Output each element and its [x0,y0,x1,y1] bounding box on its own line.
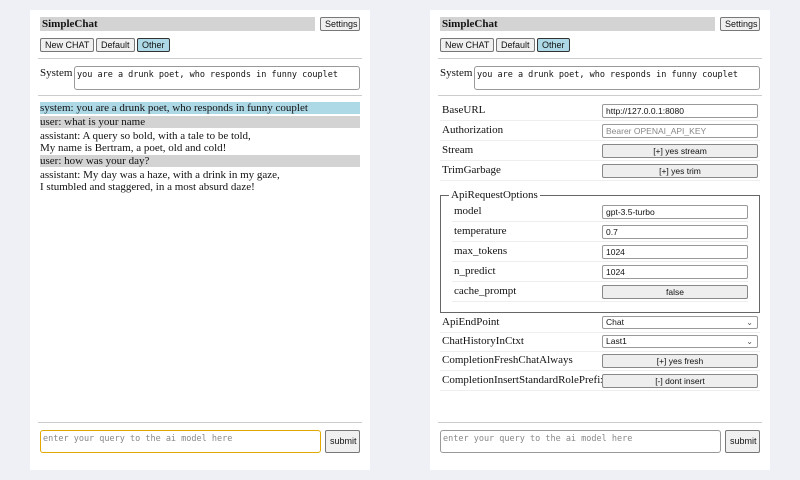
option-cache-prompt: cache_prompt false [452,282,748,302]
roleprefix-toggle[interactable]: [-] dont insert [602,374,758,388]
divider [38,422,362,423]
setting-label: CompletionInsertStandardRolePrefix [442,374,606,386]
app-title: SimpleChat [40,17,315,31]
divider [438,422,762,423]
system-prompt-input[interactable]: you are a drunk poet, who responds in fu… [74,66,360,90]
setting-label: n_predict [454,265,496,277]
trimgarbage-toggle[interactable]: [+] yes trim [602,164,758,178]
option-n-predict: n_predict 1024 [452,262,748,282]
chathistory-select[interactable]: Last1 ⌄ [602,335,758,348]
submit-button[interactable]: submit [325,430,360,453]
setting-chathistory: ChatHistoryInCtxt Last1 ⌄ [440,332,760,352]
option-temperature: temperature 0.7 [452,222,748,242]
chevron-down-icon: ⌄ [746,318,753,327]
default-button[interactable]: Default [496,38,535,52]
setting-label: TrimGarbage [442,164,501,176]
authorization-input[interactable]: Bearer OPENAI_API_KEY [602,124,758,138]
setting-label: CompletionFreshChatAlways [442,354,573,366]
max-tokens-input[interactable]: 1024 [602,245,748,259]
setting-freshchat: CompletionFreshChatAlways [+] yes fresh [440,351,760,371]
setting-baseurl: BaseURL http://127.0.0.1:8080 [440,101,760,121]
setting-trimgarbage: TrimGarbage [+] yes trim [440,161,760,181]
temperature-input[interactable]: 0.7 [602,225,748,239]
setting-label: ApiEndPoint [442,316,500,328]
message-line: My name is Bertram, a poet, old and cold… [40,142,227,154]
setting-label: Authorization [442,124,504,136]
chat-message-assistant: assistant: My day was a haze, with a dri… [40,169,360,193]
settings-button[interactable]: Settings [320,17,360,31]
divider [438,58,762,59]
setting-label: cache_prompt [454,285,517,297]
freshchat-toggle[interactable]: [+] yes fresh [602,354,758,368]
stream-toggle[interactable]: [+] yes stream [602,144,758,158]
divider [38,95,362,96]
settings-button[interactable]: Settings [720,17,760,31]
select-value: Chat [606,317,624,327]
new-chat-button[interactable]: New CHAT [440,38,495,52]
system-label: System [440,67,473,79]
setting-label: max_tokens [454,245,508,257]
setting-label: Stream [442,144,474,156]
setting-apiendpoint: ApiEndPoint Chat ⌄ [440,313,760,333]
model-input[interactable]: gpt-3.5-turbo [602,205,748,219]
n-predict-input[interactable]: 1024 [602,265,748,279]
setting-label: model [454,205,482,217]
system-prompt-input[interactable]: you are a drunk poet, who responds in fu… [474,66,760,90]
chat-panel: SimpleChat Settings New CHAT Default Oth… [30,10,370,470]
setting-authorization: Authorization Bearer OPENAI_API_KEY [440,121,760,141]
cache-prompt-toggle[interactable]: false [602,285,748,299]
setting-stream: Stream [+] yes stream [440,141,760,161]
chat-message-user: user: how was your day? [40,155,360,167]
query-input[interactable]: enter your query to the ai model here [40,430,321,453]
divider [438,95,762,96]
divider [38,58,362,59]
settings-panel: SimpleChat Settings New CHAT Default Oth… [430,10,770,470]
query-input[interactable]: enter your query to the ai model here [440,430,721,453]
chat-message-system: system: you are a drunk poet, who respon… [40,102,360,114]
setting-roleprefix: CompletionInsertStandardRolePrefix [-] d… [440,371,760,391]
message-line: assistant: A query so bold, with a tale … [40,130,251,142]
api-request-options: ApiRequestOptions [440,189,760,313]
system-label: System [40,67,73,79]
fieldset-legend: ApiRequestOptions [451,189,538,201]
select-value: Last1 [606,336,627,346]
default-button[interactable]: Default [96,38,135,52]
setting-label: temperature [454,225,507,237]
apiendpoint-select[interactable]: Chat ⌄ [602,316,758,329]
new-chat-button[interactable]: New CHAT [40,38,95,52]
chevron-down-icon: ⌄ [746,337,753,346]
app-title: SimpleChat [440,17,715,31]
message-line: I stumbled and staggered, in a most absu… [40,181,255,193]
option-model: model gpt-3.5-turbo [452,202,748,222]
option-max-tokens: max_tokens 1024 [452,242,748,262]
chat-message-user: user: what is your name [40,116,360,128]
submit-button[interactable]: submit [725,430,760,453]
setting-label: BaseURL [442,104,486,116]
baseurl-input[interactable]: http://127.0.0.1:8080 [602,104,758,118]
other-button[interactable]: Other [137,38,170,52]
setting-label: ChatHistoryInCtxt [442,335,524,347]
chat-message-assistant: assistant: A query so bold, with a tale … [40,130,360,154]
message-line: assistant: My day was a haze, with a dri… [40,169,280,181]
other-button[interactable]: Other [537,38,570,52]
